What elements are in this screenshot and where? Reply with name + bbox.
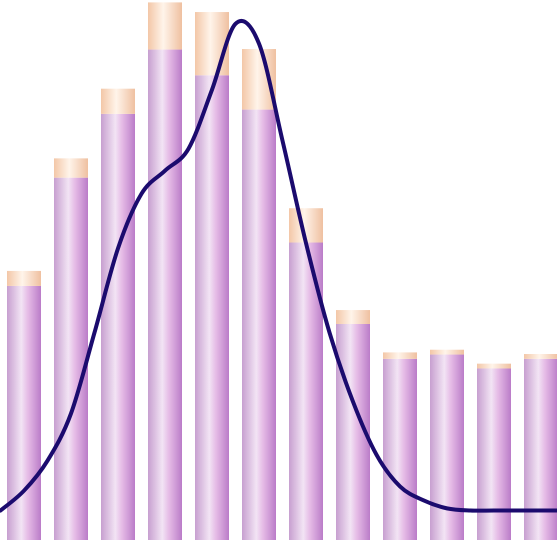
bar-top-3 [101, 88, 135, 114]
bar-base-2 [54, 177, 88, 540]
bars-layer [7, 2, 557, 541]
bar-top-11 [477, 363, 511, 369]
bar-top-4 [148, 2, 182, 50]
bar-top-2 [54, 158, 88, 178]
bar-base-6 [242, 109, 276, 540]
bar-base-9 [383, 358, 417, 540]
bar-top-9 [383, 352, 417, 359]
trend-line [0, 18, 557, 513]
bar-base-11 [477, 368, 511, 540]
bar-top-5 [195, 12, 229, 76]
bar-base-4 [148, 49, 182, 541]
bar-base-10 [430, 354, 464, 540]
bar-top-10 [430, 349, 464, 355]
bar-base-1 [7, 285, 41, 540]
bar-base-12 [524, 358, 557, 540]
bar-base-5 [195, 75, 229, 541]
bar-top-1 [7, 270, 41, 286]
bar-top-8 [336, 310, 370, 324]
bar-top-12 [524, 354, 557, 359]
bar-base-3 [101, 113, 135, 540]
